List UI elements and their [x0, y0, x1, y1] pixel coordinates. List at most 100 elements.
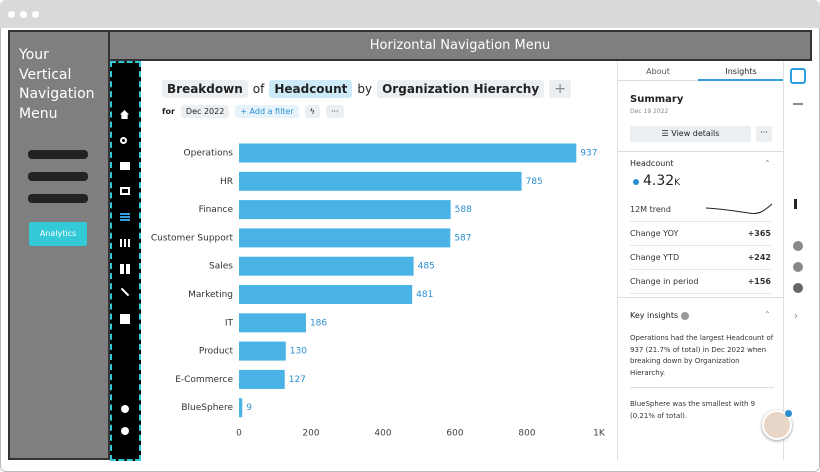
y-tick-label: Customer Support — [151, 233, 234, 243]
value-label: 937 — [580, 149, 597, 159]
chart: 0 200 400 600 800 1K Operations 937 HR 785 Finance… — [151, 143, 606, 439]
metric-row: Change YOY +365 — [630, 221, 771, 246]
bar — [239, 200, 451, 220]
dimension-pill[interactable]: Organization Hierarchy — [377, 80, 545, 98]
expand-icon[interactable]: › — [794, 311, 798, 322]
tab-active[interactable]: Insights — [698, 61, 784, 81]
breakdown-pill[interactable]: Breakdown — [162, 80, 248, 98]
help-icon[interactable] — [121, 405, 129, 413]
filter-bar: for Dec 2022 + Add a filter ϟ ··· — [162, 105, 344, 118]
divider — [618, 151, 784, 152]
trend-label: 12M trend — [630, 205, 671, 214]
tabs: About Insights — [618, 61, 784, 81]
y-tick-label: Sales — [209, 262, 233, 272]
avatar[interactable] — [762, 410, 792, 440]
collapse[interactable]: ⌃ — [764, 310, 771, 319]
divider — [618, 297, 784, 298]
metric-dot — [633, 179, 639, 185]
value-label: 485 — [418, 262, 435, 272]
bar — [239, 256, 414, 276]
row-label: Change YTD — [630, 253, 680, 262]
x-tick-label: 800 — [518, 429, 535, 439]
vertical-nav-title: Your Vertical Navigation Menu — [19, 47, 95, 122]
trend-row: 12M trend — [630, 197, 773, 222]
insights-title: Key insights — [630, 311, 689, 320]
chart-icon[interactable] — [120, 213, 130, 215]
metric-pill[interactable]: Headcount — [269, 80, 353, 98]
period-pill[interactable]: Dec 2022 — [180, 105, 230, 118]
home-icon[interactable] — [120, 110, 129, 119]
insights-title-text: Key insights — [630, 311, 679, 320]
dashboard-icon[interactable] — [120, 264, 130, 274]
value-label: 588 — [455, 205, 472, 215]
window-dot — [20, 11, 27, 18]
avatar-badge — [785, 410, 792, 417]
palette-icon[interactable] — [793, 262, 803, 272]
cards-icon[interactable] — [120, 187, 130, 195]
title-bar — [0, 0, 820, 28]
tab[interactable]: About — [646, 67, 670, 76]
query-word: of — [252, 82, 265, 96]
bar — [239, 171, 522, 191]
download-icon[interactable] — [793, 95, 803, 105]
add-filter[interactable]: + Add a filter — [235, 105, 299, 118]
metric-unit: K — [674, 178, 681, 188]
value-label: 127 — [289, 375, 306, 385]
settings-icon[interactable] — [793, 241, 803, 251]
vertical-nav: Your Vertical Navigation Menu Analytics — [8, 30, 110, 460]
collapse[interactable]: ⌃ — [764, 159, 771, 168]
window-dot — [32, 11, 39, 18]
bar — [239, 228, 451, 248]
metric-name: Headcount — [630, 159, 674, 168]
y-tick-label: Finance — [199, 205, 234, 215]
view-details-button[interactable]: ☰ View details — [630, 126, 751, 142]
metric-number: 4.32 — [643, 173, 675, 189]
x-tick-label: 400 — [374, 429, 391, 439]
focus-icon[interactable] — [790, 68, 806, 84]
value-label: 587 — [454, 233, 471, 243]
row-label: Change YOY — [630, 229, 679, 238]
query-bar: Breakdown of Headcount by Organization H… — [162, 78, 571, 100]
x-tick-label: 600 — [446, 429, 463, 439]
y-tick-label: IT — [225, 318, 234, 328]
window-dot — [8, 11, 15, 18]
bar — [239, 341, 286, 361]
quick-icon[interactable]: ϟ — [304, 105, 320, 118]
search-icon[interactable] — [120, 137, 127, 144]
analytics-button[interactable]: Analytics — [29, 222, 87, 246]
insight: BlueSphere was the smallest with 9 (0.21… — [630, 400, 756, 420]
grid-icon[interactable] — [120, 239, 130, 247]
sparkline — [705, 203, 773, 214]
summary-title: Summary — [630, 94, 684, 105]
row-value: +242 — [747, 253, 771, 262]
y-tick-label: E-Commerce — [175, 375, 233, 385]
row-value: +365 — [747, 229, 771, 238]
button-label: View details — [671, 129, 720, 138]
x-tick-label: 0 — [236, 429, 242, 439]
insights-panel: About Insights Summary Dec 19 2022 ☰ Vie… — [617, 61, 784, 460]
y-tick-label: Product — [199, 347, 234, 357]
y-tick-label: Marketing — [188, 290, 233, 300]
info-icon[interactable] — [680, 311, 689, 320]
summary-date: Dec 19 2022 — [630, 108, 669, 115]
more-button[interactable]: ··· — [756, 126, 772, 142]
share-icon[interactable] — [120, 314, 130, 324]
alert-icon[interactable] — [793, 283, 803, 293]
value-label: 186 — [310, 318, 327, 328]
bar — [239, 398, 243, 418]
info-tool[interactable] — [794, 199, 797, 209]
book-icon[interactable] — [120, 162, 130, 170]
bar — [239, 285, 413, 304]
pin-icon[interactable] — [120, 287, 130, 297]
row-label: Change in period — [630, 277, 699, 286]
add-breakdown[interactable]: + — [549, 80, 571, 98]
account-icon[interactable] — [121, 427, 129, 435]
y-tick-label: HR — [220, 177, 233, 187]
x-tick-label: 1K — [593, 429, 606, 439]
horizontal-nav: Horizontal Navigation Menu — [110, 30, 812, 61]
metric-row: Change YTD +242 — [630, 245, 771, 270]
value-label: 130 — [290, 347, 307, 357]
more-button[interactable]: ··· — [325, 105, 344, 118]
bar — [239, 313, 306, 333]
